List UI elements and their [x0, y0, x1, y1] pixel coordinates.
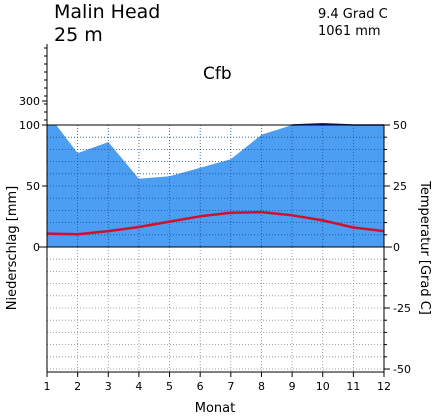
right-tick-label: 25	[393, 180, 407, 193]
x-tick-label: 12	[377, 380, 391, 393]
x-tick-label: 1	[44, 380, 51, 393]
x-tick-label: 4	[135, 380, 142, 393]
right-tick-label: 0	[393, 241, 400, 254]
right-tick-label: -25	[393, 302, 411, 315]
station-elevation: 25 m	[54, 24, 103, 46]
x-tick-label: 6	[197, 380, 204, 393]
right-axis-title: Temperatur [Grad C]	[417, 180, 432, 315]
right-tick-label: 50	[393, 119, 407, 132]
grid-layer	[47, 125, 384, 372]
left-axis-title: Niederschlag [mm]	[5, 186, 20, 311]
left-tick-label: 50	[26, 180, 40, 193]
x-tick-label: 9	[289, 380, 296, 393]
x-tick-label: 3	[105, 380, 112, 393]
annual-temperature: 9.4 Grad C	[318, 7, 388, 22]
x-axis-title: Monat	[195, 401, 235, 416]
x-tick-label: 7	[227, 380, 234, 393]
left-tick-label: 0	[33, 241, 40, 254]
temperature-line	[46, 210, 385, 236]
left-tick-label: 100	[19, 119, 40, 132]
x-tick-label: 5	[166, 380, 173, 393]
x-tick-label: 8	[258, 380, 265, 393]
x-tick-label: 11	[346, 380, 360, 393]
precipitation-area	[47, 123, 384, 247]
x-tick-label: 10	[316, 380, 330, 393]
plot-frame	[39, 124, 392, 373]
upper-precip-axis	[42, 44, 48, 125]
x-tick-label: 2	[74, 380, 81, 393]
annual-precipitation: 1061 mm	[318, 24, 381, 39]
left-tick-label: 300	[19, 95, 40, 108]
precipitation-area-layer	[47, 123, 384, 247]
climate-classification: Cfb	[203, 64, 232, 84]
temperature-line-layer	[46, 210, 385, 236]
station-name: Malin Head	[54, 1, 160, 23]
right-tick-label: -50	[393, 363, 411, 376]
